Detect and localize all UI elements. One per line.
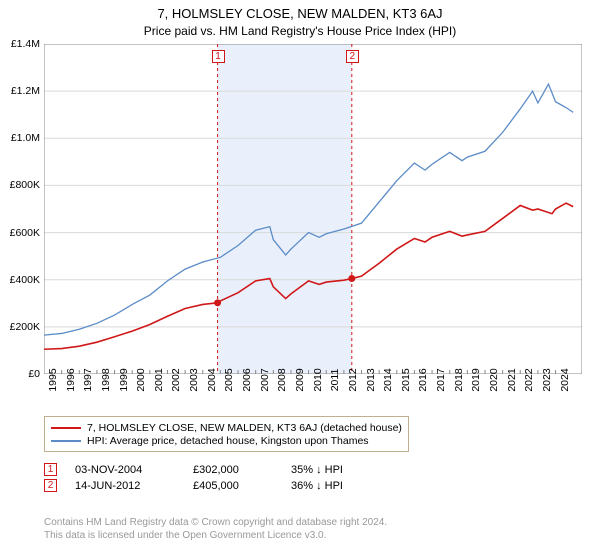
sale-marker-box-2: 2 xyxy=(346,50,359,63)
legend-swatch-price-paid xyxy=(51,427,81,430)
sales-date-2: 14-JUN-2012 xyxy=(75,480,175,492)
x-tick-label: 2023 xyxy=(541,368,553,391)
x-tick-label: 2015 xyxy=(400,368,412,391)
x-tick-label: 1996 xyxy=(65,368,77,391)
sales-marker-2: 2 xyxy=(44,479,57,492)
sale-marker-box-1: 1 xyxy=(212,50,225,63)
legend-row-hpi: HPI: Average price, detached house, King… xyxy=(51,435,402,447)
y-tick-label: £200K xyxy=(10,321,40,333)
x-tick-label: 2009 xyxy=(294,368,306,391)
y-tick-label: £0 xyxy=(28,368,40,380)
chart-title: 7, HOLMSLEY CLOSE, NEW MALDEN, KT3 6AJ xyxy=(0,0,600,21)
x-tick-label: 2018 xyxy=(453,368,465,391)
sales-delta-1: 35% ↓ HPI xyxy=(291,464,391,476)
chart-subtitle: Price paid vs. HM Land Registry's House … xyxy=(0,21,600,42)
footer-line-1: Contains HM Land Registry data © Crown c… xyxy=(44,516,387,529)
legend-label-price-paid: 7, HOLMSLEY CLOSE, NEW MALDEN, KT3 6AJ (… xyxy=(87,422,402,434)
x-tick-label: 2003 xyxy=(188,368,200,391)
footer-attribution: Contains HM Land Registry data © Crown c… xyxy=(44,516,387,542)
legend-row-price-paid: 7, HOLMSLEY CLOSE, NEW MALDEN, KT3 6AJ (… xyxy=(51,422,402,434)
y-tick-label: £1.4M xyxy=(11,38,40,50)
x-tick-label: 2021 xyxy=(506,368,518,391)
x-tick-label: 1998 xyxy=(100,368,112,391)
x-tick-label: 1995 xyxy=(47,368,59,391)
sales-row-1: 1 03-NOV-2004 £302,000 35% ↓ HPI xyxy=(44,463,584,476)
sales-price-1: £302,000 xyxy=(193,464,273,476)
legend-label-hpi: HPI: Average price, detached house, King… xyxy=(87,435,369,447)
y-tick-label: £600K xyxy=(10,227,40,239)
x-tick-label: 2011 xyxy=(329,369,341,392)
x-tick-label: 2014 xyxy=(382,368,394,391)
x-tick-label: 2000 xyxy=(135,368,147,391)
y-tick-label: £800K xyxy=(10,179,40,191)
sales-price-2: £405,000 xyxy=(193,480,273,492)
x-tick-label: 1999 xyxy=(118,368,130,391)
y-tick-label: £1.0M xyxy=(11,132,40,144)
sales-row-2: 2 14-JUN-2012 £405,000 36% ↓ HPI xyxy=(44,479,584,492)
sales-table: 1 03-NOV-2004 £302,000 35% ↓ HPI 2 14-JU… xyxy=(44,460,584,495)
x-tick-label: 2016 xyxy=(417,368,429,391)
x-tick-label: 2007 xyxy=(259,368,271,391)
legend-swatch-hpi xyxy=(51,440,81,443)
y-tick-label: £400K xyxy=(10,274,40,286)
x-tick-label: 1997 xyxy=(82,368,94,391)
x-tick-label: 2001 xyxy=(153,368,165,391)
chart-legend: 7, HOLMSLEY CLOSE, NEW MALDEN, KT3 6AJ (… xyxy=(44,416,409,452)
x-tick-label: 2017 xyxy=(435,368,447,391)
x-tick-label: 2008 xyxy=(276,368,288,391)
x-tick-label: 2005 xyxy=(223,368,235,391)
footer-line-2: This data is licensed under the Open Gov… xyxy=(44,529,387,542)
x-tick-label: 2020 xyxy=(488,368,500,391)
x-tick-label: 2022 xyxy=(523,368,535,391)
chart-container: 7, HOLMSLEY CLOSE, NEW MALDEN, KT3 6AJ P… xyxy=(0,0,600,560)
sales-delta-2: 36% ↓ HPI xyxy=(291,480,391,492)
sales-date-1: 03-NOV-2004 xyxy=(75,464,175,476)
x-tick-label: 2013 xyxy=(365,368,377,391)
chart-plot-area xyxy=(44,44,582,374)
x-tick-label: 2002 xyxy=(170,368,182,391)
x-tick-label: 2019 xyxy=(470,368,482,391)
x-tick-label: 2006 xyxy=(241,368,253,391)
chart-svg xyxy=(44,44,582,374)
sales-marker-1: 1 xyxy=(44,463,57,476)
y-tick-label: £1.2M xyxy=(11,85,40,97)
x-tick-label: 2024 xyxy=(559,368,571,391)
x-tick-label: 2010 xyxy=(312,368,324,391)
x-tick-label: 2004 xyxy=(206,368,218,391)
x-tick-label: 2012 xyxy=(347,368,359,391)
